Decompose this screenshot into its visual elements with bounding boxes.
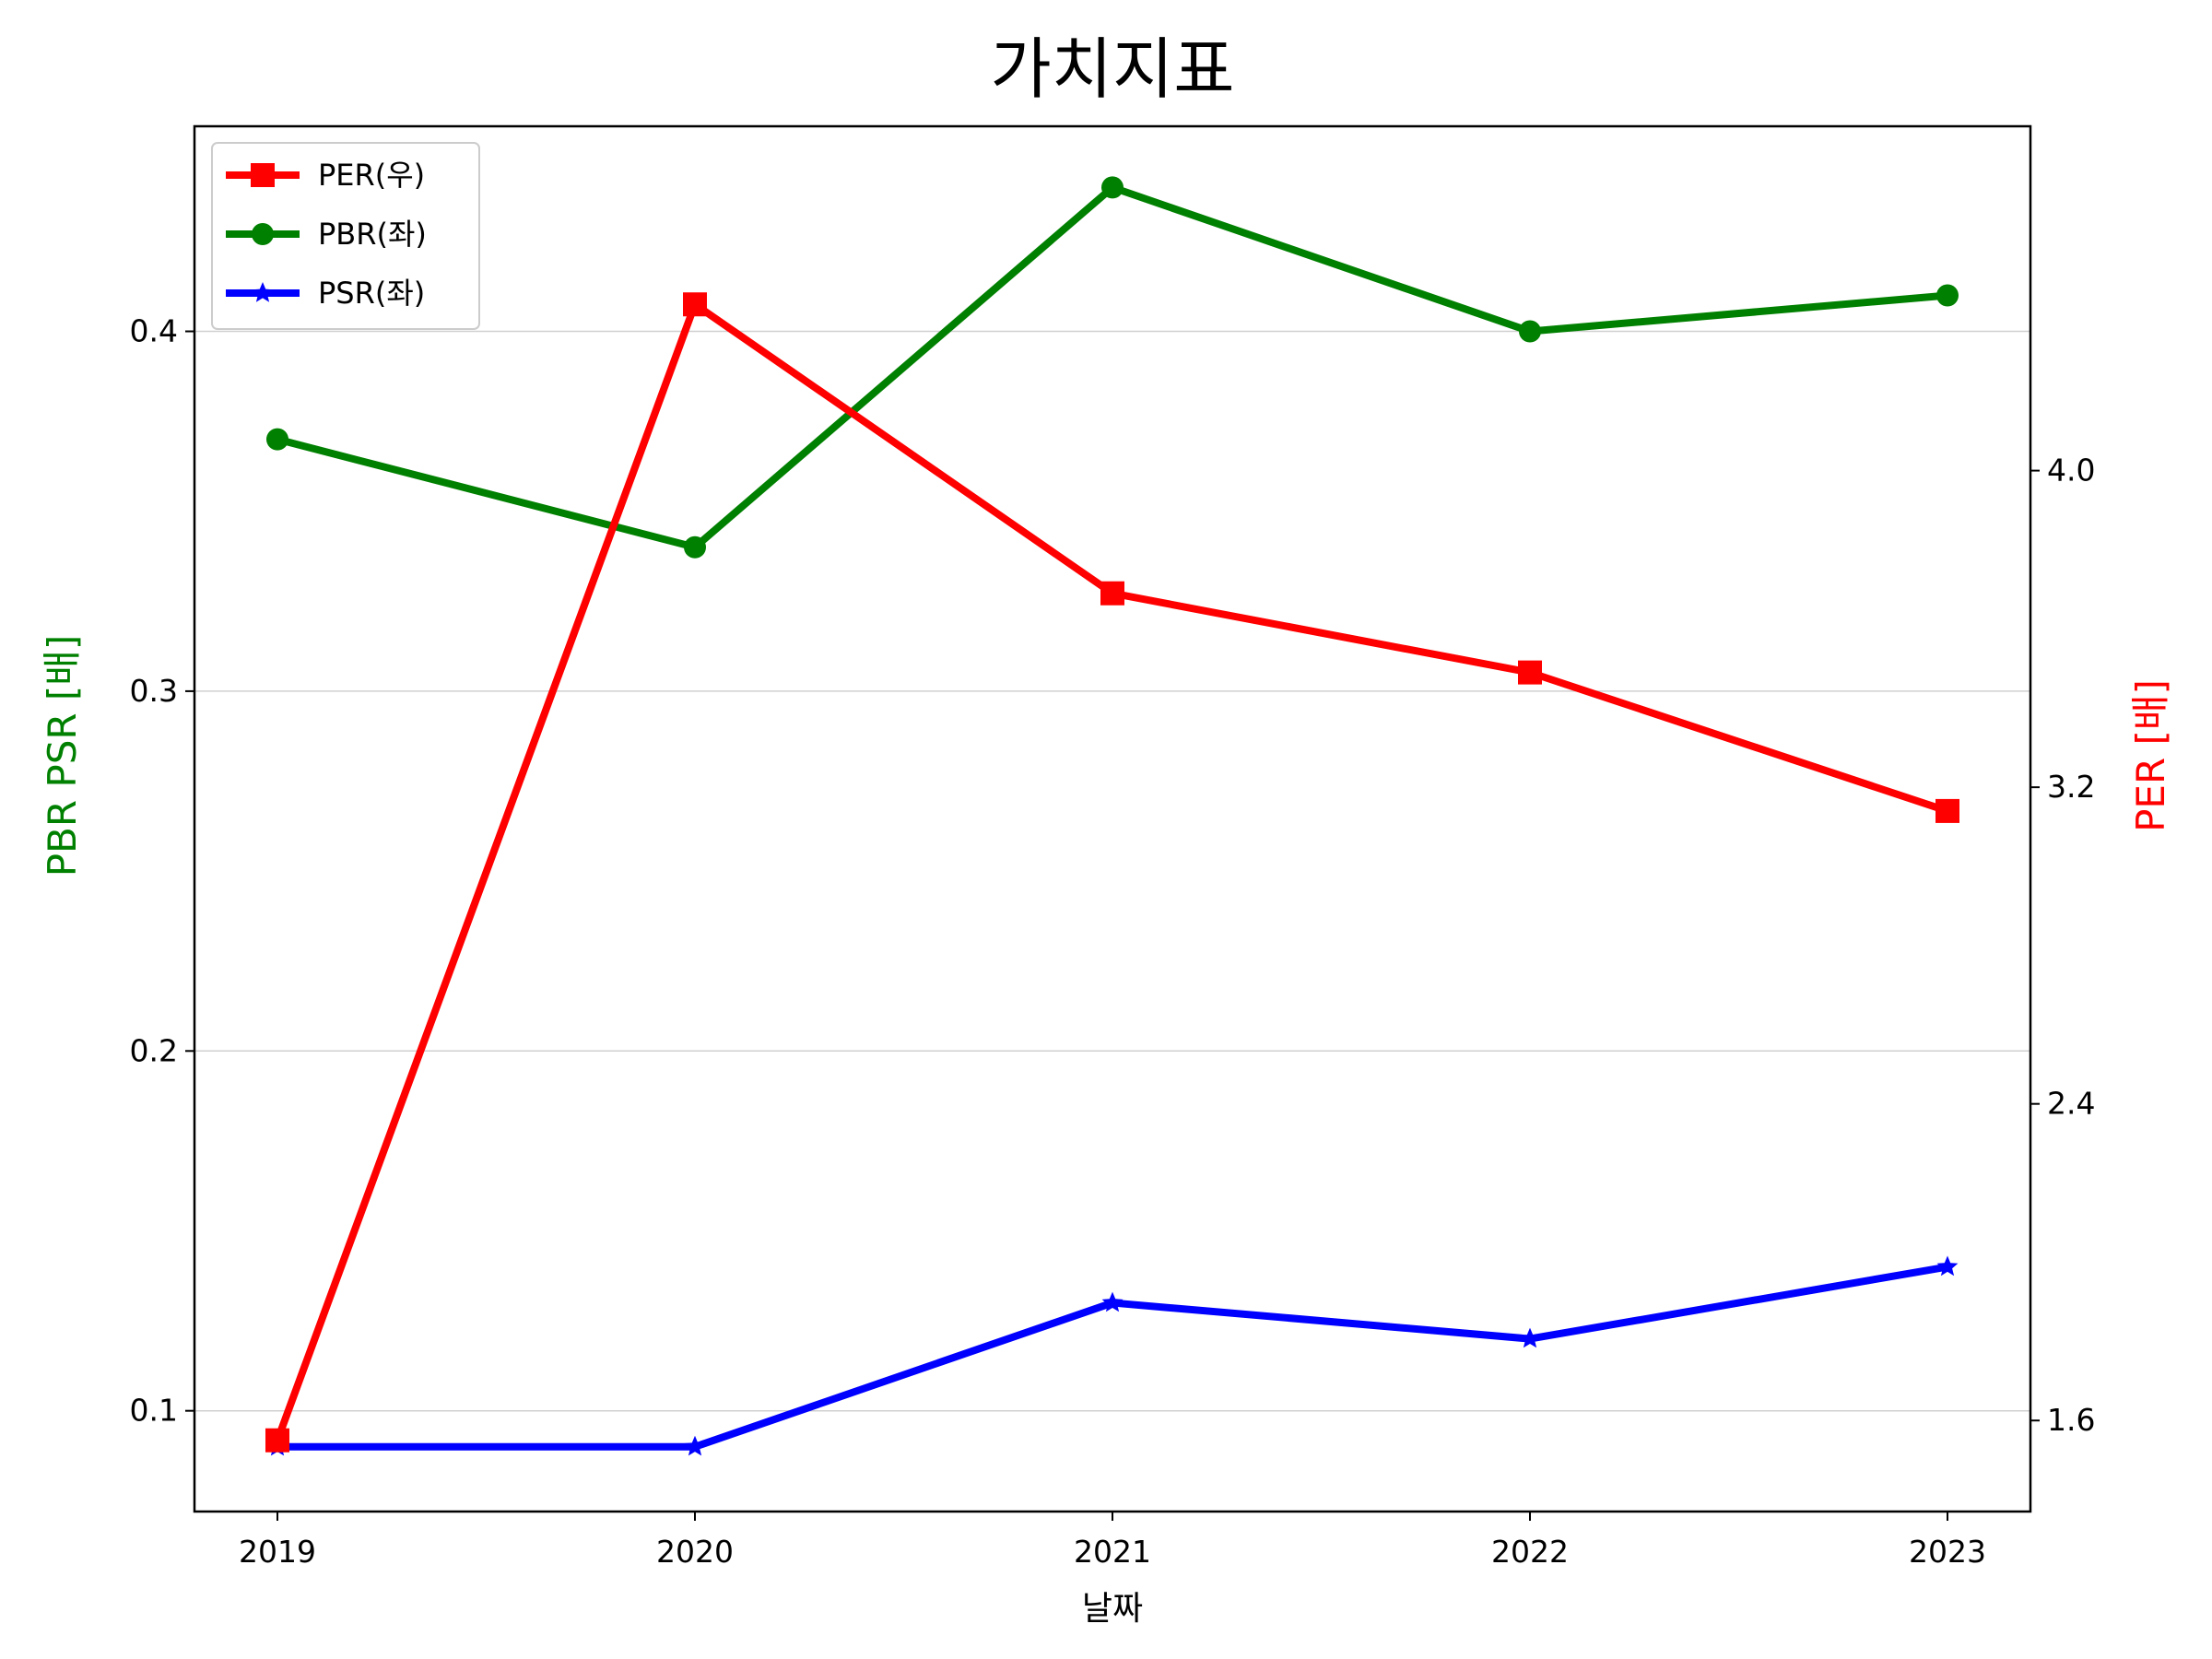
- left-axis-ticks: 0.1 0.2 0.3 0.4: [130, 313, 194, 1429]
- psr-point: [1101, 1291, 1124, 1312]
- per-point: [1518, 660, 1542, 685]
- psr-point: [1936, 1255, 1959, 1277]
- x-tick-label: 2022: [1491, 1534, 1569, 1570]
- right-tick-label: 2.4: [2047, 1086, 2095, 1122]
- x-axis-ticks: 2019 2020 2021 2022 2023: [239, 1512, 1986, 1570]
- legend-box: [211, 142, 480, 330]
- left-tick-label: 0.3: [130, 673, 178, 709]
- x-tick-label: 2019: [239, 1534, 316, 1570]
- right-axis-label: PER [배]: [2128, 679, 2173, 832]
- x-tick-label: 2020: [656, 1534, 734, 1570]
- chart-title: 가치지표: [991, 30, 1235, 108]
- psr-point: [1519, 1327, 1541, 1348]
- left-axis-label: PBR PSR [배]: [40, 635, 85, 877]
- legend: PER(우) PBR(좌) PSR(좌): [211, 142, 480, 330]
- left-tick-label: 0.1: [130, 1393, 178, 1429]
- x-tick-label: 2023: [1909, 1534, 1986, 1570]
- pbr-point: [684, 535, 706, 559]
- right-tick-label: 3.2: [2047, 769, 2095, 805]
- grid-layer: [194, 330, 2030, 1412]
- per-point: [1100, 581, 1124, 606]
- x-tick-label: 2021: [1074, 1534, 1151, 1570]
- pbr-point: [1936, 284, 1959, 307]
- per-point: [265, 1428, 289, 1453]
- psr-legend-marker: [252, 282, 274, 302]
- pbr-legend-marker: [252, 223, 274, 245]
- right-tick-label: 4.0: [2047, 453, 2095, 488]
- pbr-point: [1101, 176, 1124, 199]
- pbr-point: [1519, 320, 1541, 343]
- right-axis-ticks: 1.6 2.4 3.2 4.0: [2030, 453, 2095, 1438]
- per-legend-label: PER(우): [318, 158, 425, 193]
- x-axis-label: 날짜: [1082, 1590, 1143, 1628]
- per-point: [683, 292, 707, 317]
- pbr-legend-label: PBR(좌): [318, 217, 427, 252]
- series-layer: [265, 176, 1959, 1456]
- per-legend-marker: [251, 163, 275, 187]
- psr-legend-label: PSR(좌): [318, 276, 425, 311]
- right-tick-label: 1.6: [2047, 1402, 2095, 1438]
- per-point: [1936, 798, 1959, 823]
- left-tick-label: 0.4: [130, 313, 178, 349]
- psr-point: [684, 1435, 706, 1456]
- pbr-point: [266, 428, 288, 451]
- left-tick-label: 0.2: [130, 1032, 178, 1068]
